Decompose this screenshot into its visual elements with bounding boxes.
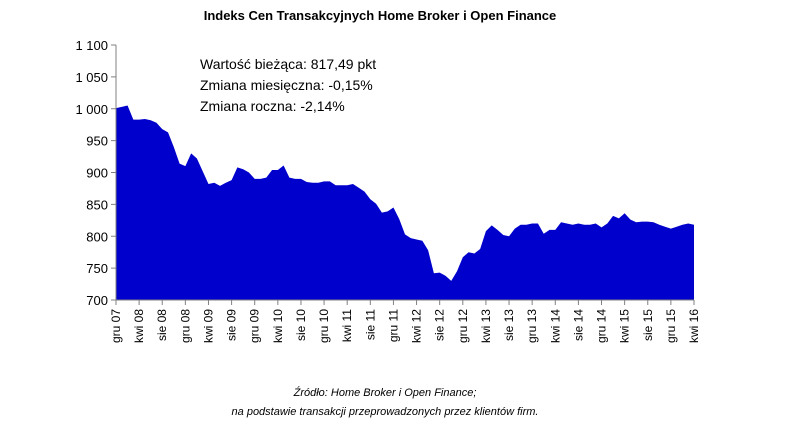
x-tick-label: sie 11	[363, 309, 377, 340]
source-line-2: na podstawie transakcji przeprowadzonych…	[231, 406, 539, 418]
x-tick-label: sie 10	[294, 309, 308, 341]
x-tick-label: sie 09	[225, 309, 239, 341]
current-value-text: Wartość bieżąca: 817,49 pkt	[200, 56, 376, 72]
y-axis-ticks: 1 100 1 050 1 000 950 900 850 800 750 700	[75, 38, 116, 308]
x-tick-label: gru 10	[317, 309, 331, 343]
x-tick-label: gru 14	[595, 309, 609, 343]
y-tick-label: 1 050	[75, 70, 108, 85]
x-tick-label: kwi 12	[410, 309, 424, 343]
y-tick-label: 800	[86, 229, 108, 244]
y-tick-label: 700	[86, 293, 108, 308]
x-tick-label: sie 14	[571, 309, 585, 341]
x-tick-label: gru 12	[456, 309, 470, 343]
chart-title: Indeks Cen Transakcyjnych Home Broker i …	[203, 8, 557, 23]
x-tick-label: sie 08	[155, 309, 169, 341]
x-tick-label: sie 15	[641, 309, 655, 341]
source-line-1: Źródło: Home Broker i Open Finance;	[293, 387, 477, 399]
x-tick-label: kwi 11	[340, 309, 354, 342]
x-tick-label: kwi 13	[479, 309, 493, 343]
area-series-fill	[116, 105, 694, 300]
annotation-box: Wartość bieżąca: 817,49 pkt Zmiana miesi…	[200, 56, 376, 114]
x-tick-label: kwi 09	[201, 309, 215, 343]
annual-change-text: Zmiana roczna: -2,14%	[200, 98, 345, 114]
x-tick-label: gru 13	[525, 309, 539, 343]
x-tick-label: gru 08	[178, 309, 192, 343]
x-tick-label: kwi 08	[132, 309, 146, 343]
y-tick-label: 1 100	[75, 38, 108, 53]
x-tick-label: kwi 15	[618, 309, 632, 343]
x-tick-label: kwi 14	[548, 309, 562, 343]
x-tick-label: sie 12	[433, 309, 447, 341]
source-note: Źródło: Home Broker i Open Finance; na p…	[0, 384, 770, 422]
y-tick-label: 850	[86, 197, 108, 212]
y-tick-label: 1 000	[75, 102, 108, 117]
x-tick-label: gru 15	[664, 309, 678, 343]
x-axis-ticks: gru 07 kwi 08 sie 08 gru 08 kwi 09 sie 09 gru …	[109, 300, 701, 343]
y-tick-label: 950	[86, 134, 108, 149]
x-tick-label: sie 13	[502, 309, 516, 341]
monthly-change-text: Zmiana miesięczna: -0,15%	[200, 77, 373, 93]
x-tick-label: kwi 16	[687, 309, 701, 343]
x-tick-label: kwi 10	[271, 309, 285, 343]
y-tick-label: 900	[86, 166, 108, 181]
x-tick-label: gru 09	[248, 309, 262, 343]
x-tick-label: gru 11	[386, 309, 400, 342]
x-tick-label: gru 07	[109, 309, 123, 343]
y-tick-label: 750	[86, 261, 108, 276]
